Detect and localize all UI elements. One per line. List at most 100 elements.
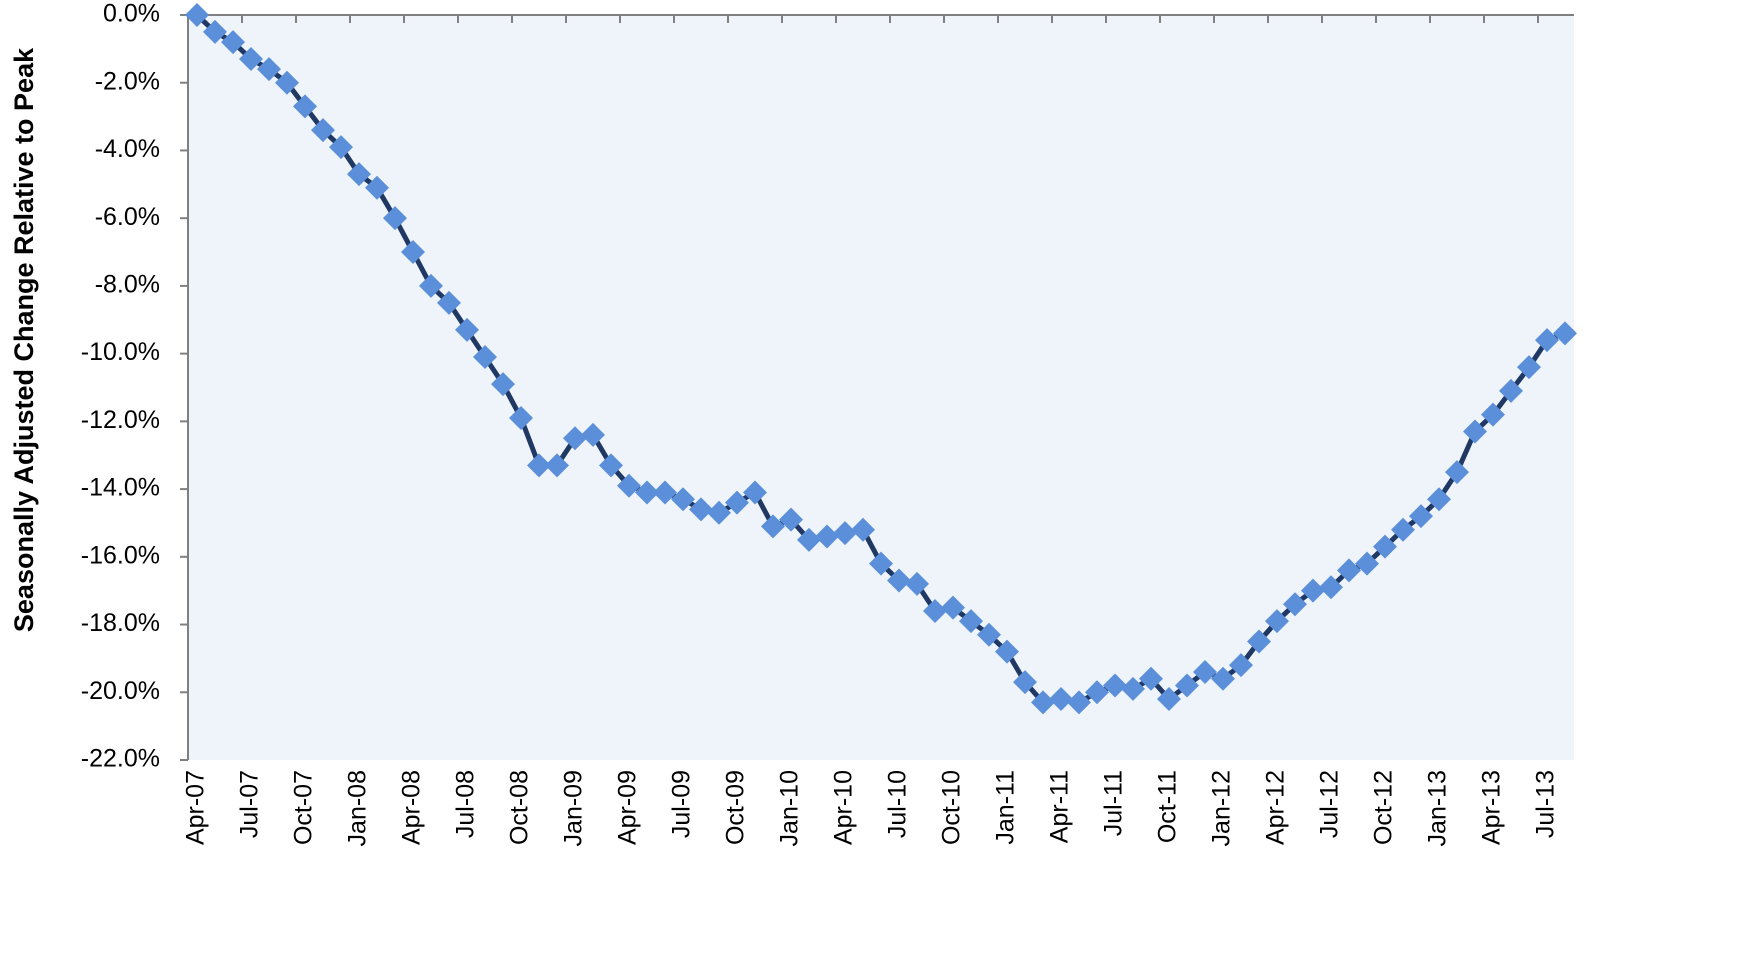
x-tick-label: Jul-09 (668, 770, 696, 838)
data-marker (1175, 673, 1199, 698)
x-tick-label: Jul-11 (1100, 770, 1128, 836)
x-tick-label: Apr-08 (398, 770, 426, 845)
data-marker (365, 175, 389, 200)
data-marker (1103, 673, 1127, 698)
x-tick-label: Jul-10 (884, 770, 912, 838)
data-marker (1013, 670, 1037, 695)
data-marker (1193, 659, 1217, 684)
x-tick-label: Apr-11 (1046, 770, 1074, 843)
x-tick-label: Oct-12 (1370, 770, 1398, 845)
data-marker (1337, 558, 1361, 583)
data-marker (941, 595, 965, 620)
data-marker (185, 3, 209, 27)
data-marker (455, 317, 479, 342)
data-marker (203, 19, 227, 44)
data-marker (1121, 676, 1145, 701)
data-marker (617, 473, 641, 498)
data-marker (383, 206, 407, 231)
x-tick-label: Jan-10 (776, 770, 804, 846)
x-tick-label: Apr-10 (830, 770, 858, 845)
x-tick-label: Jan-08 (344, 770, 372, 846)
y-tick-label: -6.0% (95, 203, 160, 231)
data-marker (869, 551, 893, 576)
data-marker (1553, 321, 1577, 346)
data-marker (761, 514, 785, 539)
x-tick-label: Oct-09 (722, 770, 750, 845)
data-marker (1409, 504, 1433, 529)
y-tick-label: -12.0% (81, 406, 160, 434)
data-marker (1301, 578, 1325, 603)
y-tick-label: -16.0% (81, 541, 160, 569)
data-marker (1067, 690, 1091, 715)
data-marker (851, 517, 875, 542)
data-marker (257, 57, 281, 82)
x-tick-label: Apr-13 (1478, 770, 1506, 845)
data-marker (1373, 534, 1397, 559)
data-marker (995, 639, 1019, 664)
x-tick-label: Jan-12 (1208, 770, 1236, 846)
data-marker (563, 426, 587, 451)
data-marker (545, 453, 569, 478)
data-marker (275, 70, 299, 95)
data-marker (491, 372, 515, 397)
data-marker (221, 30, 245, 55)
data-marker (779, 507, 803, 532)
data-marker (419, 273, 443, 298)
data-marker (905, 571, 929, 596)
data-marker (689, 497, 713, 522)
data-marker (347, 162, 371, 187)
y-axis-title: Seasonally Adjusted Change Relative to P… (9, 47, 39, 632)
data-marker (1445, 460, 1469, 485)
data-marker (959, 609, 983, 634)
x-tick-label: Oct-11 (1154, 770, 1182, 843)
data-marker (1481, 402, 1505, 427)
data-marker (977, 622, 1001, 647)
data-marker (1283, 592, 1307, 617)
x-tick-label: Apr-09 (614, 770, 642, 845)
data-marker (1427, 487, 1451, 512)
data-marker (923, 599, 947, 623)
data-marker (635, 480, 659, 505)
data-marker (1139, 666, 1163, 691)
data-marker (437, 290, 461, 315)
data-marker (401, 240, 425, 265)
y-tick-label: -20.0% (81, 677, 160, 705)
x-tick-label: Oct-07 (290, 770, 318, 845)
x-tick-label: Jul-08 (452, 770, 480, 838)
data-marker (833, 521, 857, 546)
x-tick-label: Oct-10 (938, 770, 966, 845)
data-marker (1085, 680, 1109, 705)
data-marker (1247, 629, 1271, 654)
data-marker (293, 94, 317, 119)
data-marker (1229, 653, 1253, 678)
data-marker (599, 453, 623, 478)
data-marker (527, 453, 551, 478)
x-tick-label: Jan-13 (1424, 770, 1452, 846)
y-tick-label: -10.0% (81, 338, 160, 366)
data-marker (473, 345, 497, 370)
data-marker (707, 500, 731, 525)
x-tick-label: Jul-12 (1316, 770, 1344, 838)
x-tick-label: Jul-13 (1532, 770, 1560, 838)
data-marker (581, 422, 605, 447)
y-tick-label: 0.0% (103, 0, 160, 28)
data-marker (1031, 690, 1055, 715)
data-marker (329, 135, 353, 160)
data-marker (1463, 419, 1487, 444)
x-tick-label: Apr-07 (182, 770, 210, 845)
data-marker (671, 487, 695, 512)
data-marker (1517, 355, 1541, 380)
data-marker (1391, 517, 1415, 542)
data-marker (653, 480, 677, 505)
y-tick-label: -4.0% (95, 135, 160, 163)
y-tick-label: -22.0% (81, 745, 160, 773)
x-tick-label: Apr-12 (1262, 770, 1290, 845)
data-marker (1535, 328, 1559, 353)
data-marker (797, 527, 821, 552)
y-tick-label: -2.0% (95, 67, 160, 95)
data-marker (743, 480, 767, 505)
data-marker (1265, 609, 1289, 634)
data-marker (1211, 666, 1235, 691)
data-marker (1499, 378, 1523, 403)
